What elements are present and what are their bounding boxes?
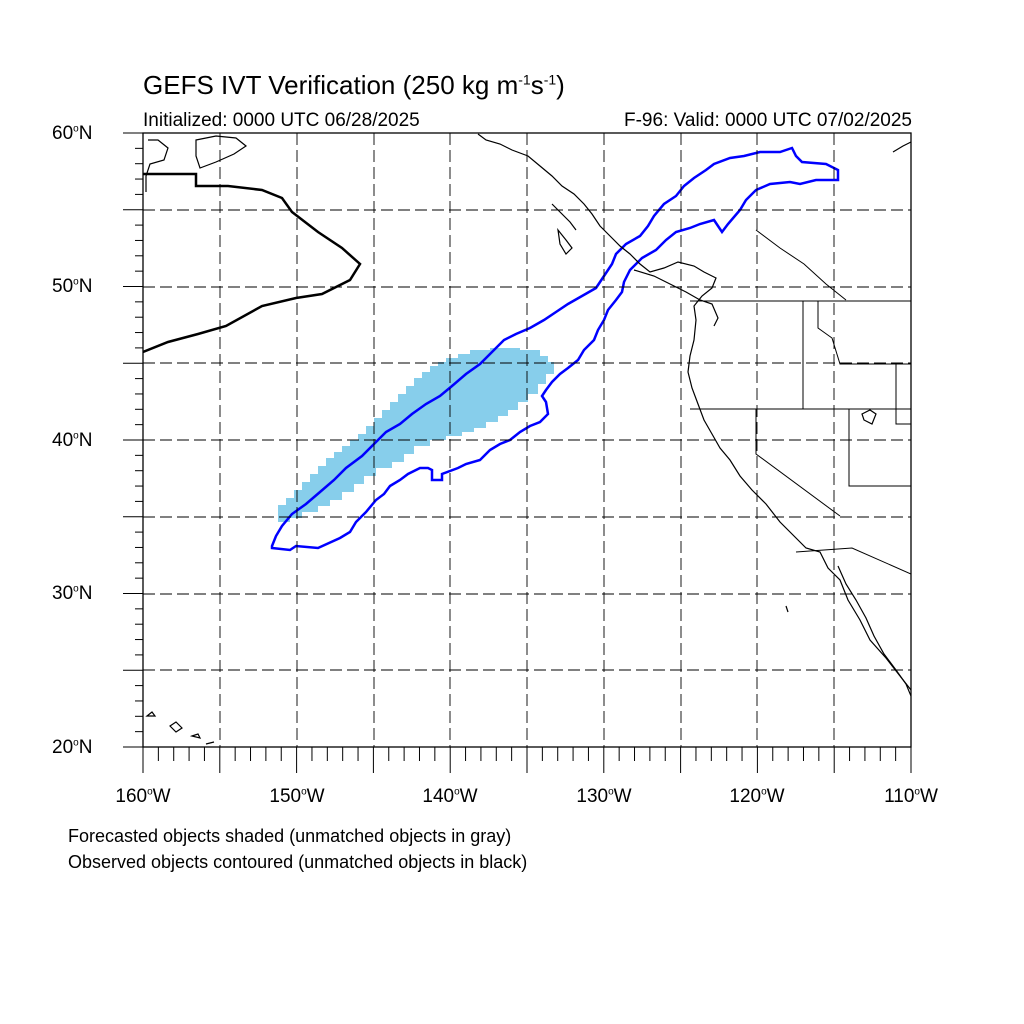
lon-label-130: 130oW	[576, 786, 632, 807]
lon-label-150: 150oW	[269, 786, 325, 807]
footnote-observed: Observed objects contoured (unmatched ob…	[68, 852, 528, 872]
political-borders	[690, 229, 911, 575]
lat-label-30: 30oN	[52, 583, 93, 604]
lon-label-110: 110oW	[884, 786, 938, 807]
lat-label-20: 20oN	[52, 737, 93, 758]
lat-label-60: 60oN	[52, 123, 93, 144]
lat-label-40: 40oN	[52, 430, 93, 451]
forecast-object	[278, 348, 554, 522]
lon-label-140: 140oW	[422, 786, 478, 807]
initialized-label: Initialized: 0000 UTC 06/28/2025	[143, 110, 420, 131]
lon-label-120: 120oW	[729, 786, 785, 807]
chart-title: GEFS IVT Verification (250 kg m-1s-1)	[143, 70, 565, 100]
axis-ticks	[123, 132, 912, 773]
lon-label-160: 160oW	[115, 786, 171, 807]
observed-object-matched	[270, 146, 840, 552]
observed-object-unmatched	[143, 172, 362, 354]
lat-lon-grid	[143, 133, 911, 747]
valid-time-label: F-96: Valid: 0000 UTC 07/02/2025	[624, 110, 912, 131]
coastlines	[145, 133, 911, 745]
footnote-forecast: Forecasted objects shaded (unmatched obj…	[68, 826, 512, 846]
lat-label-50: 50oN	[52, 276, 93, 297]
